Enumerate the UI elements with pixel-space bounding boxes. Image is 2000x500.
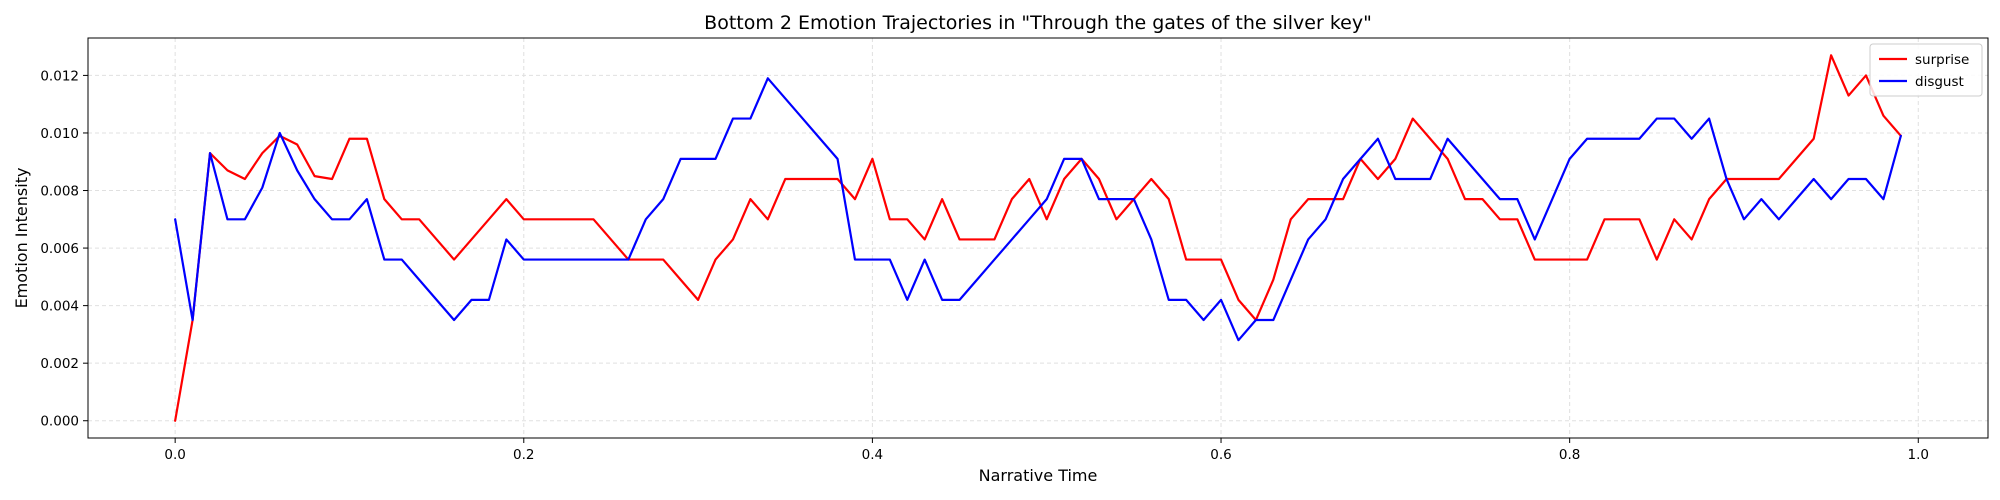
- y-tick-label: 0.000: [40, 414, 79, 430]
- x-tick-label: 0.0: [164, 447, 185, 463]
- y-tick-label: 0.008: [40, 184, 79, 200]
- legend-box: [1869, 43, 1983, 97]
- x-tick-label: 0.4: [862, 447, 883, 463]
- x-tick-label: 0.2: [513, 447, 534, 463]
- legend-label-disgust: disgust: [1915, 74, 1964, 90]
- x-tick-label: 0.8: [1559, 447, 1580, 463]
- y-tick-label: 0.012: [40, 68, 79, 84]
- x-tick-label: 0.6: [1210, 447, 1231, 463]
- y-tick-label: 0.004: [40, 299, 79, 315]
- legend-label-surprise: surprise: [1915, 52, 1969, 68]
- x-axis-label: Narrative Time: [979, 466, 1098, 485]
- y-tick-label: 0.002: [40, 356, 79, 372]
- y-tick-label: 0.006: [40, 241, 79, 257]
- series-line-disgust: [174, 77, 1902, 342]
- y-axis-ticks: 0.000 0.002 0.004 0.006 0.008 0.010 0.012: [40, 68, 88, 430]
- series-line-surprise: [174, 54, 1902, 422]
- y-axis-label: Emotion Intensity: [12, 168, 31, 309]
- plot-area-frame: [87, 37, 1989, 439]
- x-axis-ticks: 0.0 0.2 0.4 0.6 0.8 1.0: [164, 438, 1929, 463]
- chart-title: Bottom 2 Emotion Trajectories in "Throug…: [704, 12, 1372, 34]
- x-tick-label: 1.0: [1908, 447, 1929, 463]
- legend: surprise disgust: [1869, 43, 1983, 97]
- grid: [88, 38, 1988, 438]
- y-tick-label: 0.010: [40, 126, 79, 142]
- series-lines: [174, 54, 1902, 422]
